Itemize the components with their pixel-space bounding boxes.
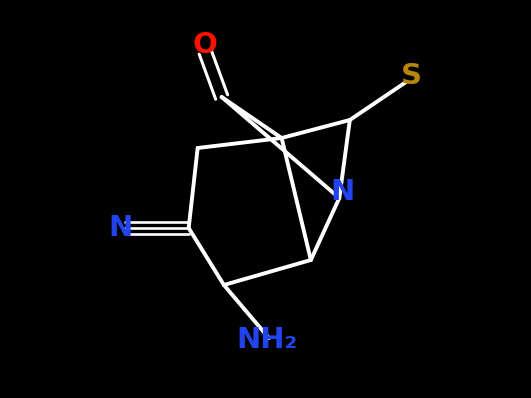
Text: N: N bbox=[330, 178, 355, 206]
Text: O: O bbox=[193, 31, 218, 59]
Text: NH₂: NH₂ bbox=[237, 326, 298, 354]
Text: S: S bbox=[401, 62, 422, 90]
Text: N: N bbox=[108, 214, 133, 242]
